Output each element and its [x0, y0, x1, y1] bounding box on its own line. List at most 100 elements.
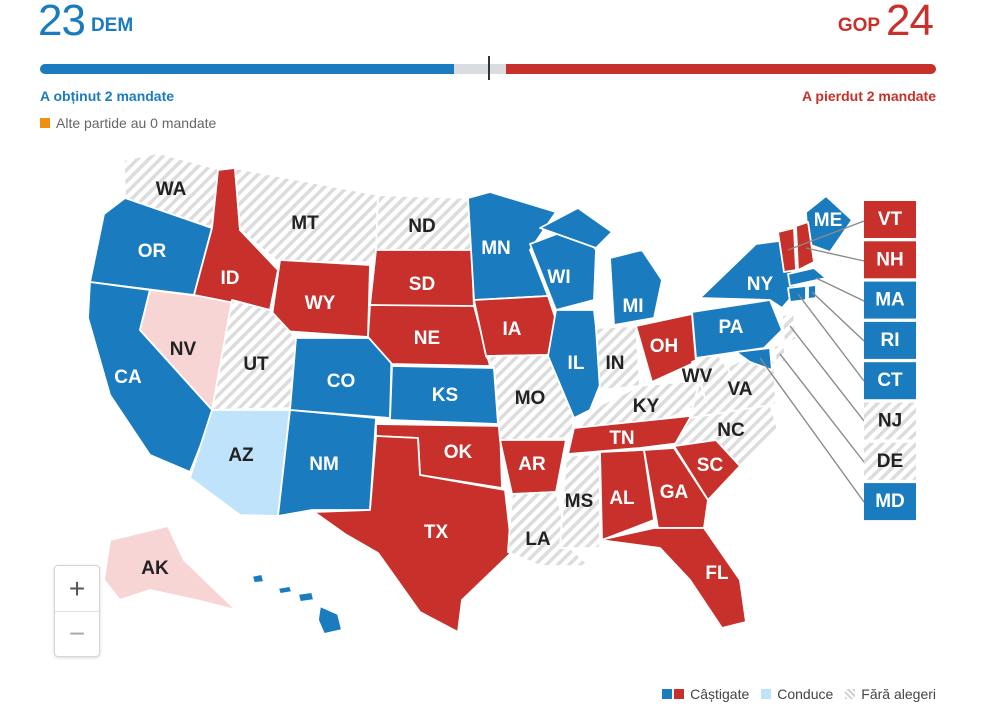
state-label-ga: GA: [660, 482, 689, 503]
majority-marker: [488, 56, 490, 80]
state-label-ut: UT: [243, 354, 269, 375]
state-label-oh: OH: [650, 336, 679, 357]
state-hi-3[interactable]: [297, 591, 315, 603]
zoom-out-button[interactable]: −: [55, 611, 99, 656]
state-az[interactable]: [189, 409, 291, 517]
state-al[interactable]: [599, 449, 655, 541]
us-senate-map: WA OR CA NV ID MT WY UT AZ CO NM ND SD NE KS OK TX MN IA MO…: [87, 152, 916, 636]
dem-score: 23 DEM: [38, 0, 139, 46]
small-state-box-ma[interactable]: MA: [864, 281, 916, 319]
state-label-nd: ND: [408, 216, 435, 237]
small-state-box-vt[interactable]: VT: [864, 201, 916, 238]
state-hi-4[interactable]: [317, 605, 343, 635]
state-label-ms: MS: [565, 491, 594, 512]
state-nh-shape[interactable]: [795, 221, 815, 271]
gop-seat-change: A pierdut 2 mandate: [801, 88, 936, 104]
state-label-il: IL: [568, 353, 585, 374]
state-label-or: OR: [138, 241, 167, 262]
legend-leading-label: Conduce: [777, 686, 834, 702]
state-label-mt: MT: [291, 213, 319, 234]
zoom-in-button[interactable]: +: [68, 572, 86, 604]
state-label-wa: WA: [156, 179, 187, 200]
state-label-ky: KY: [633, 396, 660, 417]
legend-won-label: Câștigate: [690, 686, 750, 702]
legend-gop-swatch: [674, 689, 685, 699]
state-nm[interactable]: [277, 409, 377, 517]
small-state-box-md[interactable]: MD: [864, 483, 916, 521]
state-label-mi: MI: [622, 296, 643, 317]
state-label-nm: NM: [309, 454, 339, 475]
state-mi[interactable]: [609, 249, 663, 326]
gop-score: GOP 24: [832, 0, 934, 46]
state-ga[interactable]: [643, 447, 709, 529]
small-state-box-de[interactable]: DE: [864, 442, 916, 480]
state-label-ia: IA: [503, 319, 522, 340]
state-label-tx: TX: [424, 522, 449, 543]
state-label-co: CO: [327, 371, 356, 392]
state-mi-up[interactable]: [539, 207, 613, 249]
state-label-wy: WY: [305, 293, 336, 314]
state-label-ks: KS: [432, 385, 458, 406]
small-state-box-bg: [864, 442, 916, 480]
other-parties-text: Alte partide au 0 mandate: [56, 115, 217, 131]
dem-seat-change: A obținut 2 mandate: [40, 88, 175, 104]
state-label-nc: NC: [717, 420, 745, 441]
state-label-sd: SD: [409, 274, 435, 295]
state-ak[interactable]: [103, 525, 237, 611]
small-state-box-bg: [864, 241, 916, 279]
state-ma-shape[interactable]: [787, 267, 827, 287]
small-state-label-de: DE: [877, 451, 903, 472]
map-legend: Câștigate Conduce Fără alegeri: [662, 686, 936, 702]
state-label-ak: AK: [141, 558, 169, 579]
small-state-box-nj[interactable]: NJ: [864, 402, 916, 440]
state-label-wi: WI: [547, 267, 570, 288]
others-color-swatch: [40, 118, 50, 128]
small-state-box-bg: [864, 321, 916, 359]
state-vt-shape[interactable]: [777, 227, 797, 273]
small-state-box-bg: [864, 281, 916, 319]
small-state-box-bg: [864, 362, 916, 400]
state-label-in: IN: [606, 353, 625, 374]
gop-seats-bar: [505, 64, 936, 74]
legend-none: Fără alegeri: [845, 686, 936, 702]
state-fl[interactable]: [599, 527, 747, 629]
state-label-sc: SC: [697, 455, 724, 476]
state-label-mo: MO: [515, 388, 546, 409]
state-ms[interactable]: [559, 453, 601, 549]
state-label-me: ME: [814, 210, 843, 231]
small-state-label-nj: NJ: [878, 411, 902, 432]
state-label-ok: OK: [444, 442, 473, 463]
state-label-va: VA: [728, 379, 753, 400]
state-hi-1[interactable]: [251, 573, 265, 584]
small-state-label-ct: CT: [877, 370, 903, 391]
state-hi-2[interactable]: [277, 585, 293, 595]
state-label-hi: HI: [278, 615, 297, 636]
state-pa[interactable]: [691, 299, 783, 359]
small-state-box-bg: [864, 402, 916, 440]
small-state-box-bg: [864, 201, 916, 238]
state-ne[interactable]: [367, 304, 491, 367]
small-state-connectors: [759, 220, 865, 503]
state-label-ne: NE: [414, 328, 440, 349]
small-state-box-ct[interactable]: CT: [864, 362, 916, 400]
other-parties-note: Alte partide au 0 mandate: [40, 115, 216, 131]
small-state-box-nh[interactable]: NH: [864, 241, 916, 279]
state-label-al: AL: [609, 488, 635, 509]
state-label-az: AZ: [228, 445, 254, 466]
state-tx[interactable]: [313, 435, 513, 633]
state-md-shape[interactable]: [735, 347, 773, 371]
small-state-label-vt: VT: [878, 209, 903, 230]
state-label-ny: NY: [747, 274, 774, 295]
state-label-ca: CA: [114, 367, 142, 388]
state-ct-shape[interactable]: [787, 285, 807, 303]
state-label-la: LA: [525, 529, 551, 550]
legend-dem-swatch: [662, 689, 673, 699]
state-label-ar: AR: [518, 454, 546, 475]
legend-leading-swatch: [761, 689, 772, 699]
state-nj-shape[interactable]: [781, 311, 797, 343]
small-state-box-ri[interactable]: RI: [864, 321, 916, 359]
dem-party-label: DEM: [90, 15, 134, 36]
state-tn[interactable]: [567, 415, 691, 455]
gop-seat-count: 24: [886, 0, 934, 45]
state-va[interactable]: [689, 359, 777, 419]
